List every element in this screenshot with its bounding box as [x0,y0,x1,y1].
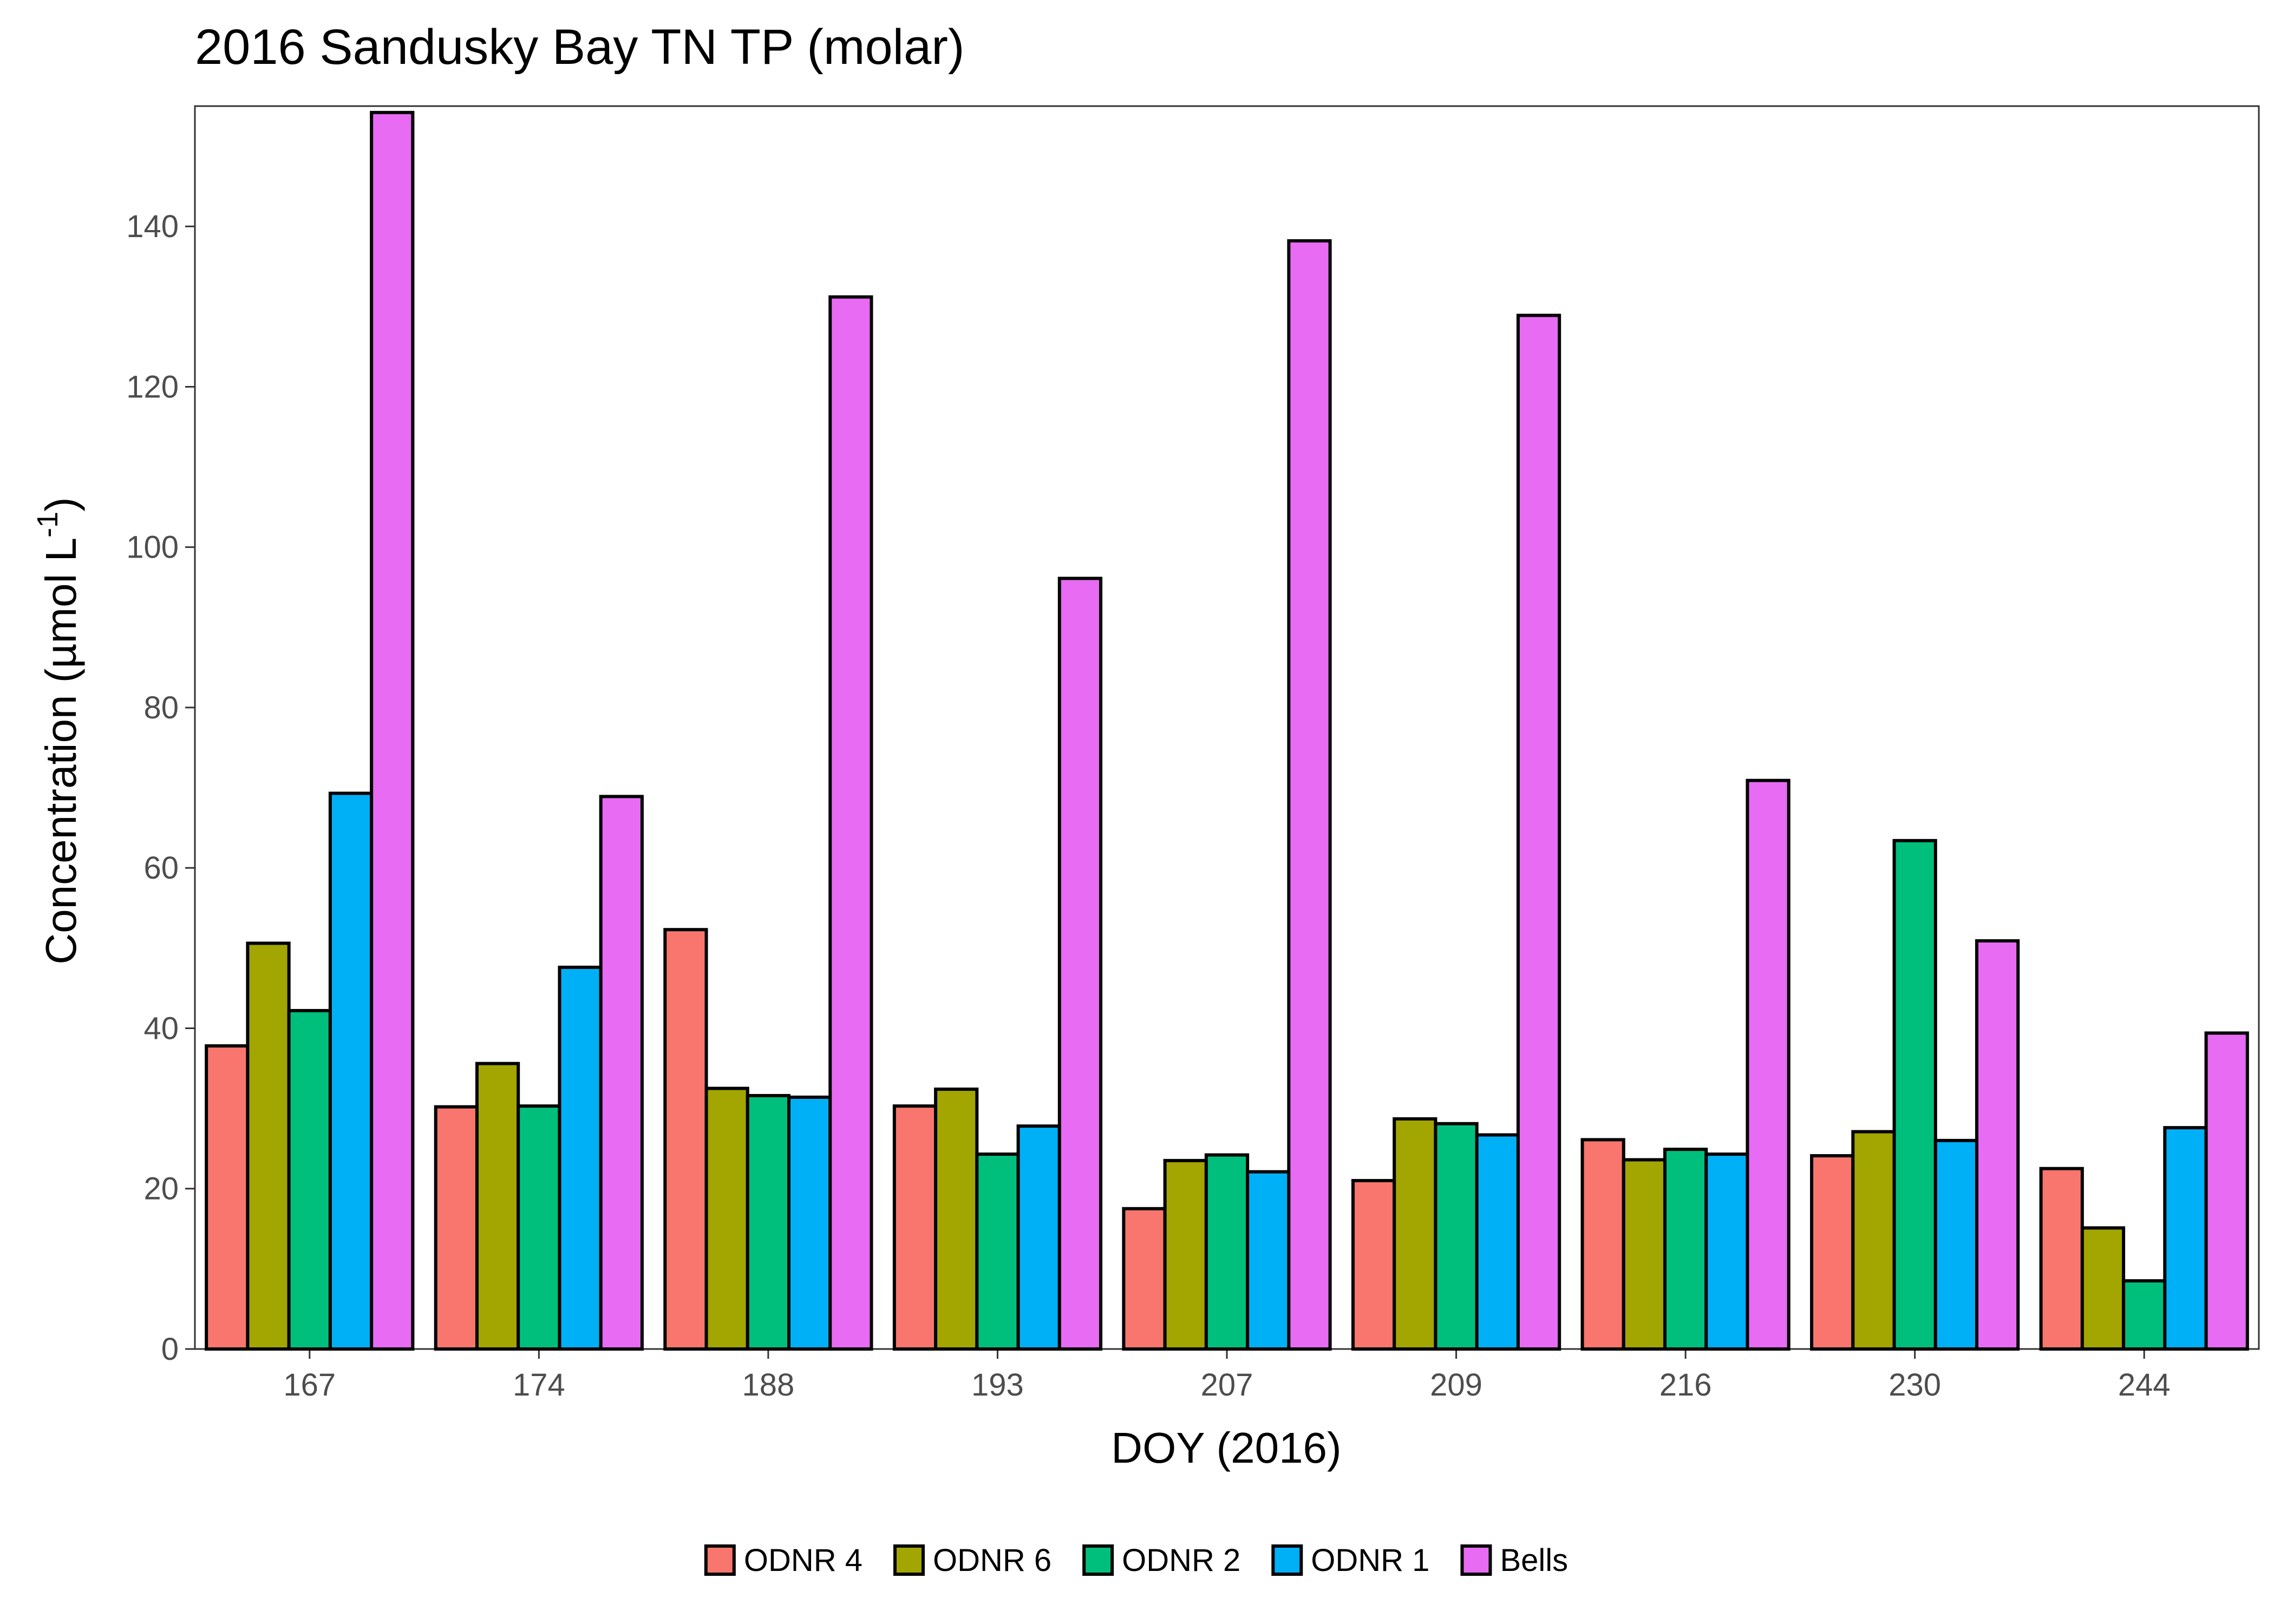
y-tick-label: 120 [126,369,179,404]
bars [205,110,2249,1351]
legend-label: Bells [1500,1543,1568,1578]
y-axis-title-superscript: -1 [31,512,64,538]
bar-odnr-6-216 [1622,1158,1667,1351]
bar-odnr-2-174 [517,1104,561,1351]
x-tick-label: 188 [742,1367,794,1403]
bar-odnr-1-174 [558,965,603,1351]
y-axis: 0 20 40 60 80 100 120 140 [126,209,195,1367]
bar-bells-188 [828,295,873,1351]
bar-odnr-6-230 [1851,1130,1896,1351]
bar-odnr-1-209 [1475,1133,1520,1351]
legend-key-odnr-1 [1271,1544,1303,1576]
y-tick-label: 100 [126,530,179,565]
x-tick-label: 244 [2118,1367,2171,1403]
bar-odnr-6-188 [704,1086,749,1351]
x-tick-label: 174 [513,1367,565,1403]
bar-odnr-2-230 [1892,839,1937,1351]
bar-bells-209 [1516,313,1561,1351]
bar-bells-216 [1746,778,1791,1351]
bar-odnr-6-174 [475,1062,520,1351]
chart-title: 2016 Sandusky Bay TN TP (molar) [195,19,965,75]
x-tick-label: 167 [283,1367,336,1403]
x-tick-label: 193 [971,1367,1024,1403]
bar-bells-244 [2204,1031,2249,1351]
legend-key-odnr-2 [1082,1544,1114,1576]
bar-odnr-4-207 [1122,1207,1167,1351]
bar-odnr-6-207 [1163,1158,1208,1351]
y-tick-label: 40 [143,1011,179,1046]
y-axis-title-text: Concentration (µmol L [37,538,85,965]
x-axis: 167 174 188 193 207 209 216 230 244 [283,1349,2171,1403]
bar-bells-174 [599,795,644,1351]
bar-odnr-4-167 [205,1044,250,1351]
bar-odnr-1-193 [1016,1124,1061,1351]
legend-label: ODNR 4 [744,1543,862,1578]
bar-odnr-4-193 [892,1104,938,1351]
x-tick-label: 209 [1430,1367,1482,1403]
bar-odnr-4-209 [1351,1178,1396,1351]
bar-odnr-4-244 [2039,1167,2084,1351]
bar-odnr-4-216 [1580,1138,1625,1351]
bar-odnr-4-188 [663,928,708,1351]
x-axis-title: DOY (2016) [1111,1424,1341,1472]
bar-odnr-6-167 [246,941,291,1351]
legend-key-bells [1460,1544,1492,1576]
bar-odnr-2-188 [746,1093,791,1351]
bar-odnr-4-230 [1810,1154,1855,1351]
bar-odnr-1-207 [1246,1170,1291,1351]
legend-key-odnr-4 [704,1544,736,1576]
y-tick-label: 140 [126,209,179,244]
y-tick-label: 0 [161,1332,179,1367]
bar-bells-193 [1057,577,1103,1351]
x-tick-label: 230 [1889,1367,1941,1403]
bar-odnr-1-244 [2163,1126,2208,1351]
y-axis-title: Concentration (µmol L-1) [31,497,85,964]
legend-label: ODNR 6 [933,1543,1051,1578]
bar-odnr-6-209 [1393,1117,1437,1351]
bar-odnr-2-207 [1204,1153,1250,1351]
y-tick-label: 60 [143,850,179,886]
y-tick-label: 80 [143,690,179,725]
bar-odnr-2-209 [1434,1122,1479,1351]
bar-bells-207 [1287,239,1332,1351]
bar-odnr-4-174 [434,1105,479,1351]
bar-odnr-2-167 [287,1009,332,1351]
bar-bells-230 [1975,939,2020,1351]
legend: ODNR 4 ODNR 6 ODNR 2 ODNR 1 Bells [704,1543,1568,1578]
bar-bells-167 [370,110,415,1351]
bar-odnr-1-167 [328,791,374,1351]
y-axis-title-suffix: ) [37,497,85,512]
bar-odnr-1-188 [787,1095,832,1351]
x-tick-label: 216 [1659,1367,1712,1403]
bar-odnr-2-244 [2122,1279,2167,1351]
y-tick-label: 20 [143,1171,179,1207]
bar-odnr-1-230 [1933,1138,1979,1351]
legend-label: ODNR 1 [1311,1543,1429,1578]
x-tick-label: 207 [1201,1367,1253,1403]
legend-label: ODNR 2 [1122,1543,1240,1578]
legend-key-odnr-6 [893,1544,925,1576]
bar-odnr-2-193 [975,1152,1020,1351]
bar-odnr-6-193 [934,1088,979,1351]
bar-odnr-1-216 [1704,1152,1749,1351]
bar-odnr-6-244 [2080,1226,2126,1351]
bar-odnr-2-216 [1663,1148,1708,1351]
